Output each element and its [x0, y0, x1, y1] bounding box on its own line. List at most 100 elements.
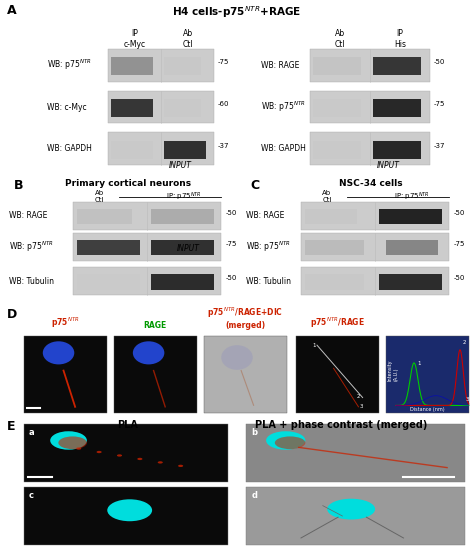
Text: -37: -37: [434, 143, 446, 149]
Text: WB: RAGE: WB: RAGE: [246, 211, 285, 220]
Ellipse shape: [133, 341, 164, 364]
Text: WB: RAGE: WB: RAGE: [9, 211, 48, 220]
Bar: [108, 49, 214, 82]
Text: Ab
Ctl: Ab Ctl: [335, 29, 346, 49]
Bar: [305, 274, 364, 290]
Text: IP
c-Myc: IP c-Myc: [124, 29, 146, 49]
Text: Ab
Ctl: Ab Ctl: [94, 190, 104, 204]
Text: WB: GAPDH: WB: GAPDH: [261, 144, 306, 153]
Ellipse shape: [137, 458, 142, 460]
Text: WB: c-Myc: WB: c-Myc: [47, 102, 87, 112]
Bar: [204, 336, 287, 413]
Bar: [73, 233, 221, 261]
Text: C: C: [251, 179, 260, 192]
Text: d: d: [251, 491, 257, 500]
Text: INPUT: INPUT: [177, 244, 200, 253]
Text: E: E: [7, 420, 16, 434]
Text: -50: -50: [226, 210, 237, 216]
Bar: [111, 140, 153, 159]
Bar: [151, 274, 214, 290]
Text: p75$^{NTR}$/RAGE+DIC
(merged): p75$^{NTR}$/RAGE+DIC (merged): [207, 305, 283, 330]
Text: 3: 3: [359, 404, 363, 409]
Bar: [77, 274, 140, 290]
Bar: [296, 336, 379, 413]
Bar: [114, 336, 197, 413]
Text: A: A: [7, 4, 17, 17]
Bar: [301, 233, 449, 261]
Bar: [246, 424, 465, 482]
Bar: [246, 487, 465, 545]
Bar: [313, 57, 361, 75]
Bar: [108, 132, 214, 165]
Bar: [111, 57, 153, 75]
Text: 2: 2: [463, 340, 466, 345]
Ellipse shape: [178, 465, 183, 467]
Bar: [77, 208, 132, 224]
Bar: [151, 240, 214, 255]
Bar: [379, 274, 442, 290]
Text: WB: p75$^{NTR}$: WB: p75$^{NTR}$: [246, 240, 292, 254]
Bar: [379, 208, 442, 224]
Bar: [310, 49, 430, 82]
Text: -50: -50: [454, 275, 465, 281]
Text: WB: p75$^{NTR}$: WB: p75$^{NTR}$: [47, 58, 92, 72]
Text: -50: -50: [434, 59, 445, 65]
Text: c: c: [28, 491, 34, 500]
Text: WB: GAPDH: WB: GAPDH: [47, 144, 92, 153]
Bar: [164, 140, 206, 159]
Bar: [313, 99, 361, 117]
Text: -75: -75: [226, 242, 237, 247]
Text: -60: -60: [218, 101, 229, 107]
Ellipse shape: [158, 461, 163, 463]
Bar: [305, 240, 364, 255]
Text: 2: 2: [357, 394, 360, 399]
Ellipse shape: [58, 436, 87, 449]
Text: B: B: [14, 179, 24, 192]
Bar: [305, 208, 356, 224]
Text: PLA + phase contrast (merged): PLA + phase contrast (merged): [255, 420, 428, 430]
Bar: [373, 57, 421, 75]
Ellipse shape: [275, 436, 305, 449]
Bar: [310, 91, 430, 123]
Text: p75$^{NTR}$/RAGE: p75$^{NTR}$/RAGE: [310, 316, 365, 330]
Bar: [73, 267, 221, 295]
Text: WB: Tubulin: WB: Tubulin: [9, 276, 55, 286]
Text: WB: RAGE: WB: RAGE: [261, 61, 299, 70]
Ellipse shape: [97, 451, 101, 453]
Bar: [111, 99, 153, 117]
Bar: [77, 240, 140, 255]
Text: b: b: [251, 428, 257, 437]
Bar: [164, 99, 201, 117]
Bar: [151, 208, 214, 224]
Text: WB: p75$^{NTR}$: WB: p75$^{NTR}$: [9, 240, 55, 254]
Bar: [164, 57, 201, 75]
Bar: [301, 267, 449, 295]
Text: INPUT: INPUT: [169, 161, 191, 170]
Text: H4 cells-p75$^{NTR}$+RAGE: H4 cells-p75$^{NTR}$+RAGE: [173, 4, 301, 20]
Text: Primary cortical neurons: Primary cortical neurons: [65, 179, 191, 188]
Text: NSC-34 cells: NSC-34 cells: [339, 179, 402, 188]
Text: -50: -50: [454, 210, 465, 216]
Text: 1: 1: [418, 361, 421, 366]
Bar: [24, 336, 107, 413]
Bar: [301, 202, 449, 229]
Bar: [108, 91, 214, 123]
Text: RAGE: RAGE: [144, 321, 167, 330]
Bar: [24, 424, 228, 482]
Text: -75: -75: [218, 59, 229, 65]
Bar: [24, 487, 228, 545]
Ellipse shape: [107, 499, 152, 521]
Bar: [310, 132, 430, 165]
Text: D: D: [7, 307, 18, 321]
Text: Distance (nm): Distance (nm): [410, 407, 445, 412]
Ellipse shape: [221, 345, 253, 370]
Text: IP: p75$^{NTR}$: IP: p75$^{NTR}$: [394, 190, 430, 203]
Bar: [373, 99, 421, 117]
Ellipse shape: [266, 431, 305, 450]
Text: PLA: PLA: [118, 420, 138, 430]
Bar: [386, 240, 438, 255]
Text: Ab
Ctl: Ab Ctl: [182, 29, 193, 49]
Text: 1: 1: [313, 343, 316, 348]
Text: 3: 3: [465, 398, 469, 403]
Text: -75: -75: [434, 101, 445, 107]
